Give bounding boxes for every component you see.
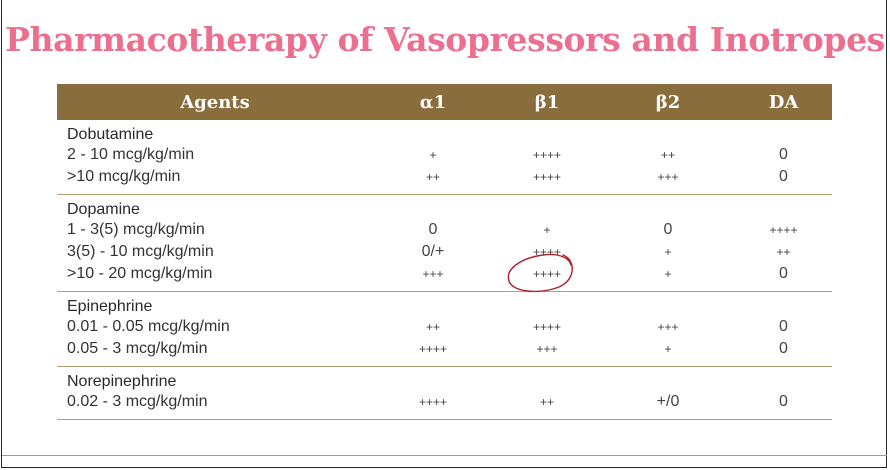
beta1-value: +++ <box>536 342 558 356</box>
drug-name-row: Epinephrine <box>57 292 832 317</box>
da-value: 0 <box>779 393 788 410</box>
beta1-value: ++++ <box>532 170 562 184</box>
beta2-value: ++ <box>660 148 675 162</box>
receptor-activity-table: Agents α1 β1 β2 DA Dobutamine 2 - 10 mcg… <box>57 84 832 420</box>
beta2-value: 0 <box>663 221 673 238</box>
table-row: >10 - 20 mcg/kg/min +++ ++++ + 0 <box>57 263 832 285</box>
drug-group-dobutamine: Dobutamine 2 - 10 mcg/kg/min + ++++ ++ 0… <box>57 120 832 195</box>
da-value: 0 <box>779 146 788 163</box>
beta2-value: +++ <box>657 320 679 334</box>
drug-name-row: Dopamine <box>57 195 832 220</box>
drug-group-epinephrine: Epinephrine 0.01 - 0.05 mcg/kg/min ++ ++… <box>57 292 832 367</box>
group-spacer <box>57 188 832 195</box>
da-value: ++ <box>776 245 791 259</box>
hand-drawn-circle-annotation <box>507 253 573 293</box>
header-agents: Agents <box>57 84 373 120</box>
table-row: >10 mcg/kg/min ++ ++++ +++ 0 <box>57 166 832 188</box>
alpha1-value: ++++ <box>418 342 448 356</box>
alpha1-value: 0 <box>428 221 438 238</box>
header-beta1: β1 <box>493 84 601 120</box>
drug-name: Norepinephrine <box>67 373 177 390</box>
drug-name: Dopamine <box>67 201 140 218</box>
header-beta2: β2 <box>601 84 735 120</box>
alpha1-value: ++ <box>425 320 440 334</box>
header-alpha1: α1 <box>373 84 493 120</box>
dose-range: 0.05 - 3 mcg/kg/min <box>67 340 208 357</box>
dose-range: 3(5) - 10 mcg/kg/min <box>67 243 214 260</box>
beta2-value: + <box>664 245 672 259</box>
alpha1-value: +++ <box>422 267 444 281</box>
dose-range: 2 - 10 mcg/kg/min <box>67 146 195 163</box>
beta1-value: ++ <box>539 395 554 409</box>
table-row: 3(5) - 10 mcg/kg/min 0/+ ++++ + ++ <box>57 241 832 263</box>
alpha1-value: 0/+ <box>421 243 445 260</box>
table-row: 1 - 3(5) mcg/kg/min 0 + 0 ++++ <box>57 219 832 241</box>
beta1-value: + <box>543 223 551 237</box>
beta1-value: ++++ <box>532 148 562 162</box>
drug-name: Dobutamine <box>67 126 154 143</box>
dose-range: >10 mcg/kg/min <box>67 168 181 185</box>
da-value: ++++ <box>769 223 798 237</box>
slide-title: Pharmacotherapy of Vasopressors and Inot… <box>5 20 885 59</box>
da-value: 0 <box>779 340 788 357</box>
dose-range: 0.02 - 3 mcg/kg/min <box>67 393 208 410</box>
beta1-value: ++++ <box>532 267 562 281</box>
drug-group-norepinephrine: Norepinephrine 0.02 - 3 mcg/kg/min ++++ … <box>57 367 832 420</box>
dose-range: >10 - 20 mcg/kg/min <box>67 265 213 282</box>
table-row: 2 - 10 mcg/kg/min + ++++ ++ 0 <box>57 144 832 166</box>
drug-group-dopamine: Dopamine 1 - 3(5) mcg/kg/min 0 + 0 ++++ … <box>57 195 832 292</box>
dose-range: 1 - 3(5) mcg/kg/min <box>67 221 205 238</box>
group-spacer <box>57 413 832 420</box>
table-header-row: Agents α1 β1 β2 DA <box>57 84 832 120</box>
beta2-value: +++ <box>657 170 679 184</box>
header-dopamine-receptor: DA <box>735 84 832 120</box>
beta2-value: +/0 <box>656 393 680 410</box>
da-value: 0 <box>779 265 788 282</box>
drug-name-row: Dobutamine <box>57 120 832 144</box>
table-row: 0.01 - 0.05 mcg/kg/min ++ ++++ +++ 0 <box>57 316 832 338</box>
drug-name-row: Norepinephrine <box>57 367 832 392</box>
dose-range: 0.01 - 0.05 mcg/kg/min <box>67 318 230 335</box>
table-row: 0.05 - 3 mcg/kg/min ++++ +++ + 0 <box>57 338 832 360</box>
alpha1-value: + <box>429 148 437 162</box>
alpha1-value: ++ <box>425 170 440 184</box>
beta2-value: + <box>664 267 672 281</box>
group-spacer <box>57 285 832 292</box>
drug-name: Epinephrine <box>67 298 153 315</box>
beta1-value: ++++ <box>532 320 562 334</box>
da-value: 0 <box>779 168 788 185</box>
table-row: 0.02 - 3 mcg/kg/min ++++ ++ +/0 0 <box>57 391 832 413</box>
beta2-value: + <box>664 342 672 356</box>
alpha1-value: ++++ <box>418 395 448 409</box>
footer-divider <box>2 455 887 456</box>
da-value: 0 <box>779 318 788 335</box>
group-spacer <box>57 360 832 367</box>
